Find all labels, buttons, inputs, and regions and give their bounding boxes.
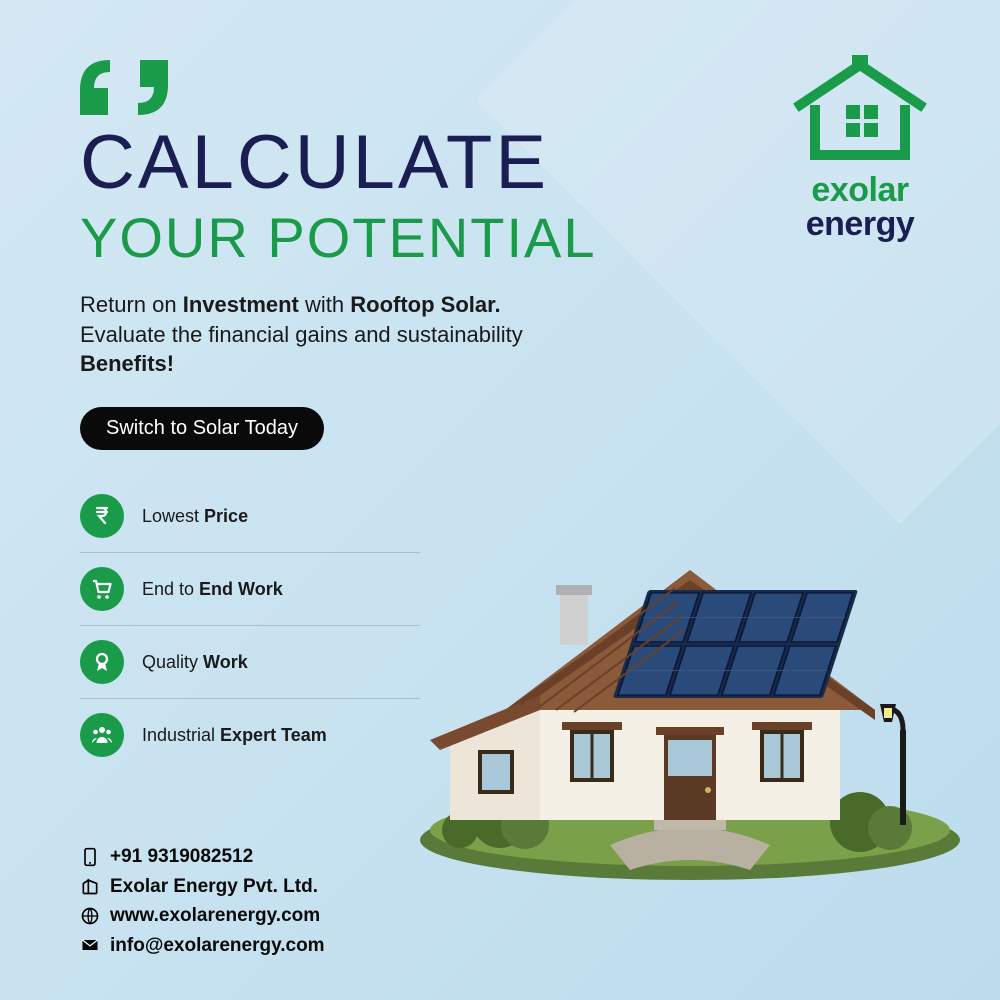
contact-block: +91 9319082512 Exolar Energy Pvt. Ltd. w…: [80, 842, 325, 960]
feature-label: Quality Work: [142, 652, 248, 673]
feature-item: Lowest Price: [80, 480, 420, 553]
brand-logo: exolar energy: [790, 55, 930, 241]
features-list: Lowest Price End to End Work Quality Work I…: [80, 480, 420, 771]
feature-item: End to End Work: [80, 553, 420, 626]
feature-item: Industrial Expert Team: [80, 699, 420, 771]
rupee-down-icon: [80, 494, 124, 538]
quote-close-icon: [128, 60, 168, 115]
logo-house-icon: [790, 55, 930, 165]
contact-company: Exolar Energy Pvt. Ltd.: [80, 872, 325, 901]
contact-email: info@exolarenergy.com: [80, 931, 325, 960]
feature-label: End to End Work: [142, 579, 283, 600]
description: Return on Investment with Rooftop Solar.…: [80, 290, 640, 379]
phone-icon: [80, 847, 100, 867]
quote-open-icon: [80, 60, 120, 115]
logo-text: exolar energy: [790, 173, 930, 241]
contact-phone: +91 9319082512: [80, 842, 325, 871]
cta-button[interactable]: Switch to Solar Today: [80, 407, 324, 450]
feature-label: Industrial Expert Team: [142, 725, 327, 746]
cart-icon: [80, 567, 124, 611]
solar-house-illustration: [410, 450, 970, 880]
feature-label: Lowest Price: [142, 506, 248, 527]
envelope-icon: [80, 935, 100, 955]
contact-website: www.exolarenergy.com: [80, 901, 325, 930]
team-icon: [80, 713, 124, 757]
feature-item: Quality Work: [80, 626, 420, 699]
ribbon-icon: [80, 640, 124, 684]
building-icon: [80, 876, 100, 896]
globe-icon: [80, 906, 100, 926]
